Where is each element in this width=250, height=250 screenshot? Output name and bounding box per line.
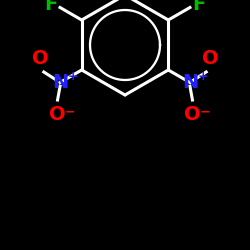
Text: O: O [202, 49, 218, 68]
Text: O: O [184, 105, 201, 124]
Text: O: O [49, 105, 66, 124]
Text: −: − [64, 105, 75, 118]
Text: −: − [200, 105, 210, 118]
Text: N: N [52, 73, 68, 92]
Text: +: + [198, 70, 208, 84]
Text: O: O [32, 49, 48, 68]
Text: N: N [182, 73, 198, 92]
Text: F: F [44, 0, 58, 14]
Text: +: + [68, 70, 79, 84]
Text: F: F [192, 0, 206, 14]
